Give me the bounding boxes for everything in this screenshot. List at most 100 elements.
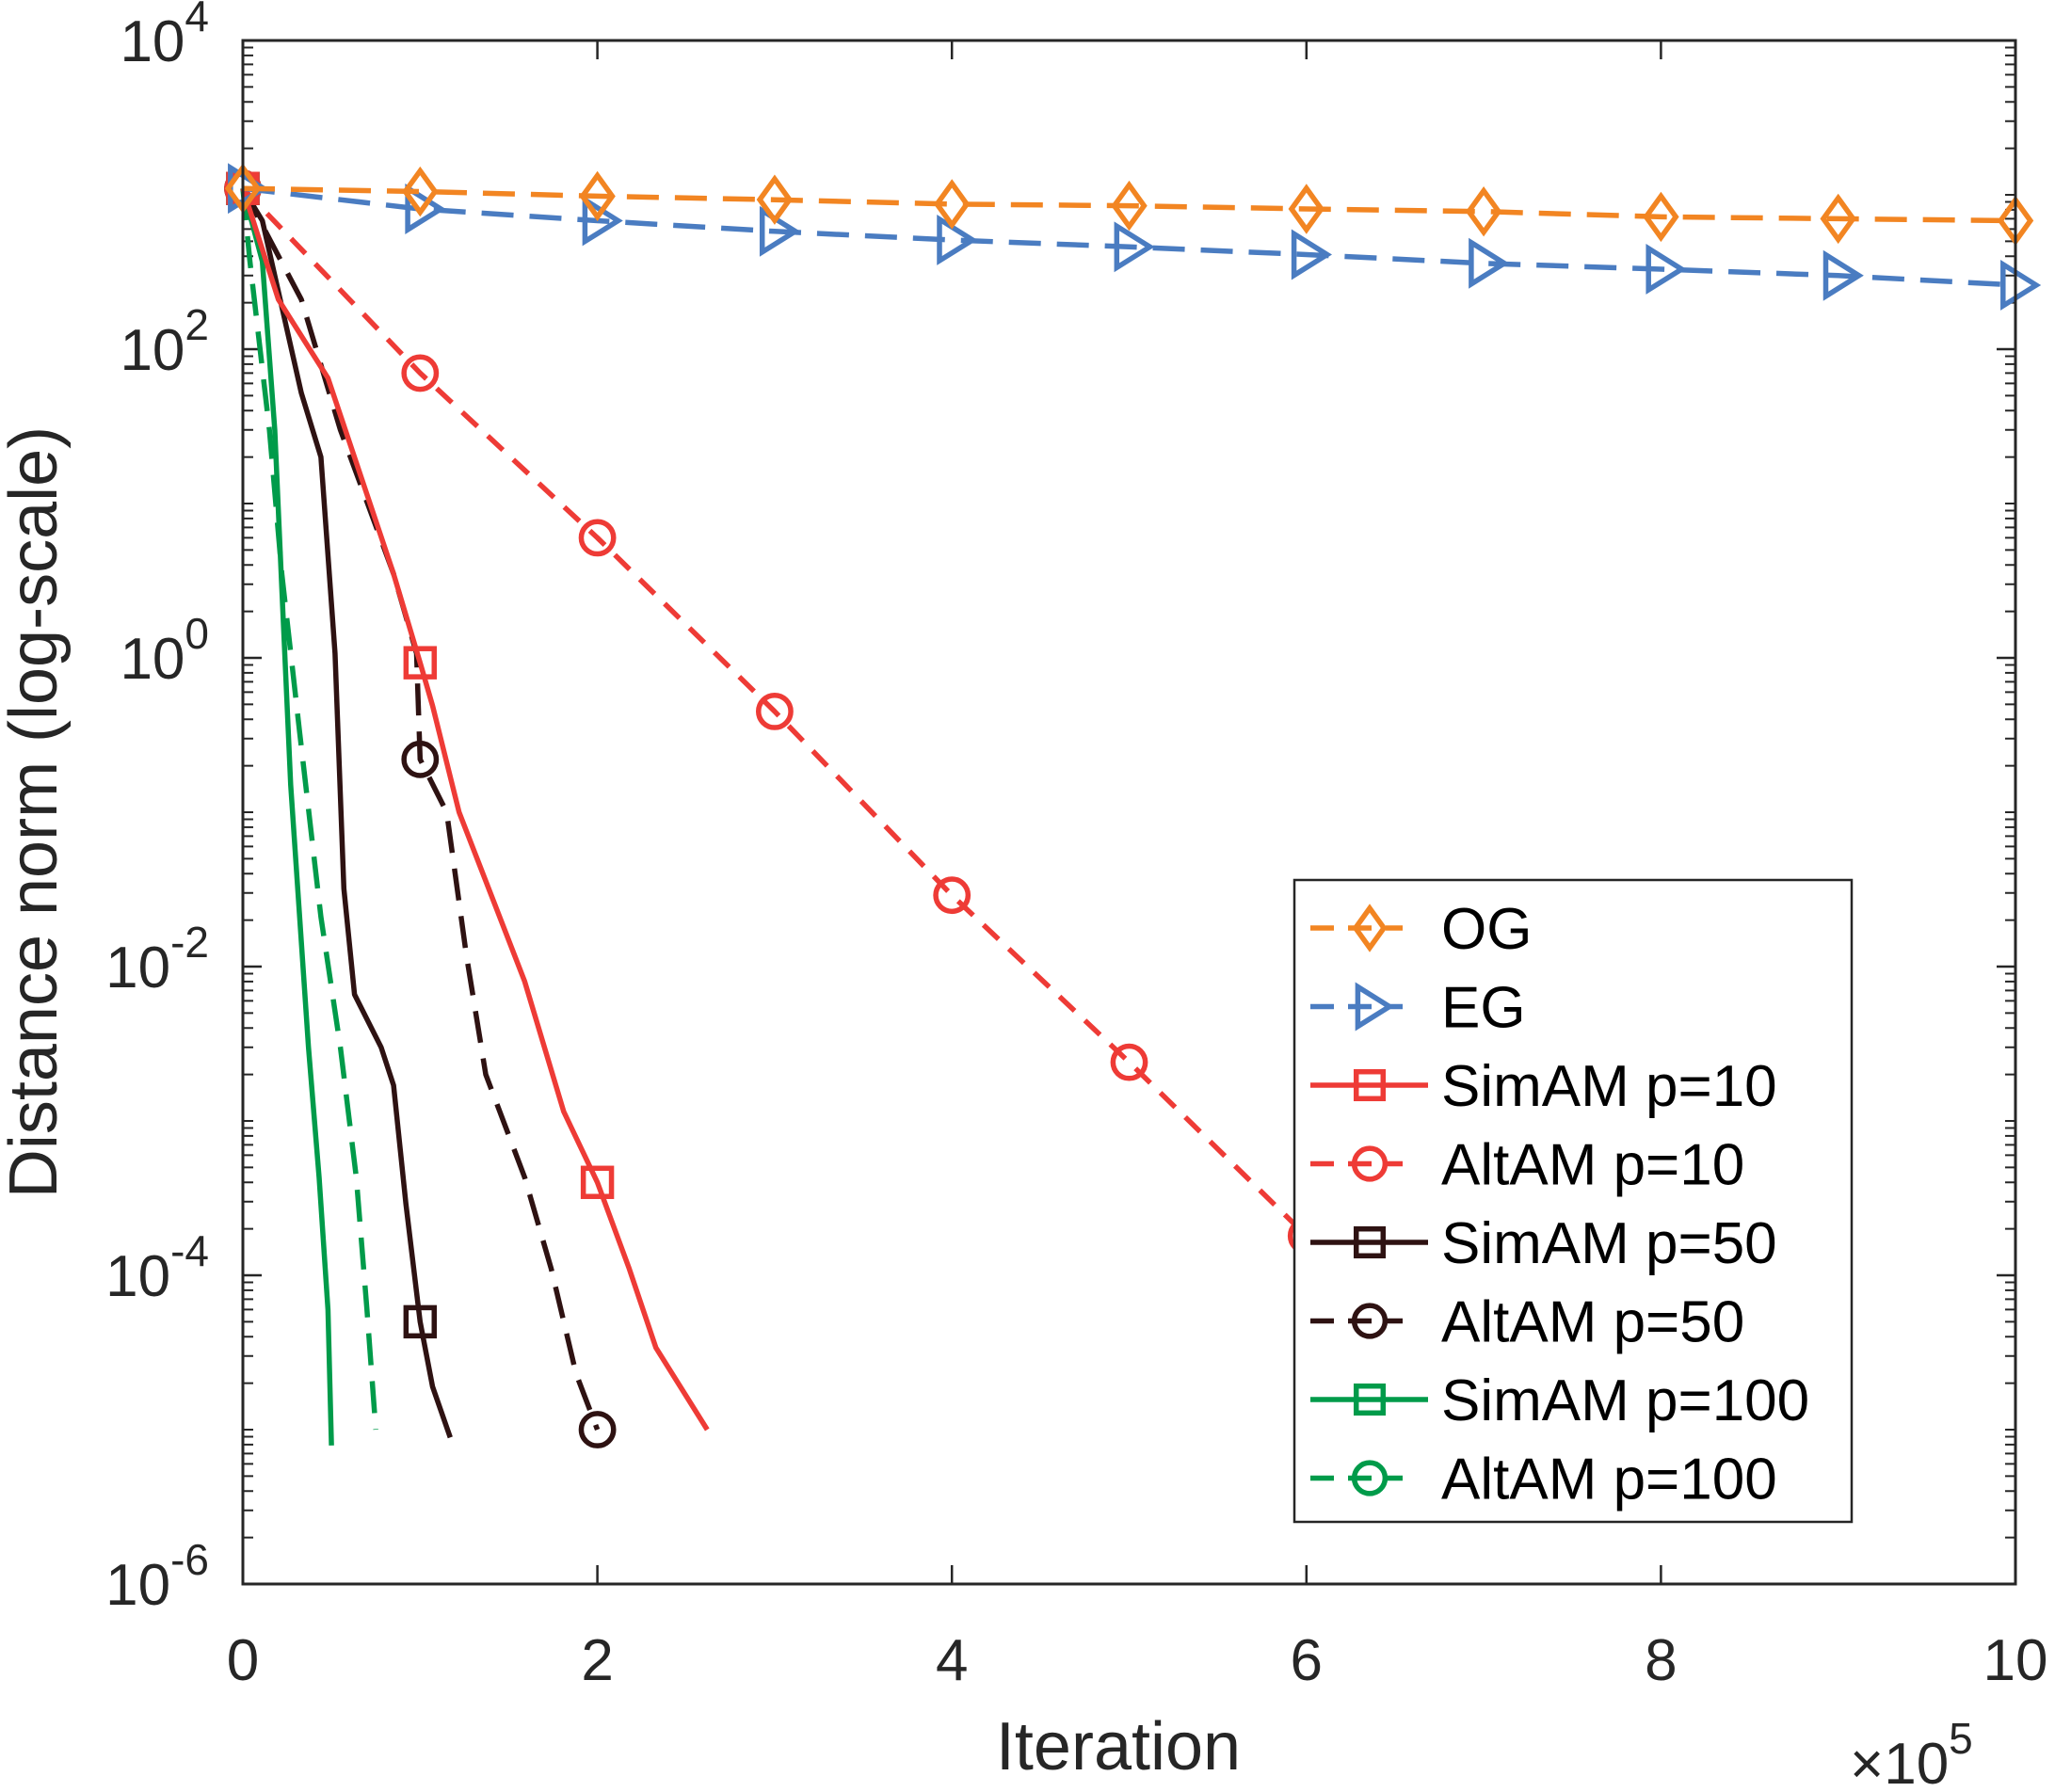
series-altam-p-100 (224, 169, 378, 1431)
square-marker (580, 1165, 615, 1199)
series-simam-p-50 (226, 171, 453, 1439)
x-axis-label: Iteration (996, 1709, 1241, 1784)
triangle-marker (2000, 259, 2042, 311)
series-line (240, 187, 334, 1446)
x-tick-label: 10 (1983, 1628, 2048, 1693)
series-layer (224, 163, 2042, 1448)
y-tick-exponent: 2 (185, 300, 209, 349)
square-marker (1353, 1383, 1387, 1416)
series-altam-p-50 (224, 169, 617, 1448)
series-line (240, 187, 710, 1432)
legend-item: AltAM p=100 (1310, 1448, 1777, 1512)
series-altam-p-10 (224, 169, 1325, 1256)
x-tick-labels: 0 2 4 6 8 10 (227, 1628, 2048, 1693)
legend-item: SimAM p=50 (1310, 1211, 1777, 1276)
circle-marker (755, 692, 794, 730)
circle-marker (401, 740, 440, 778)
legend-label: OG (1441, 897, 1532, 962)
series-line (242, 185, 2016, 224)
series-simam-p-10 (226, 171, 710, 1432)
y-tick-label: 104 (120, 0, 209, 74)
x-multiplier: ×105 (1850, 1714, 1973, 1792)
legend-box (1292, 878, 1854, 1524)
triangle-marker (1355, 982, 1395, 1032)
circle-marker (1351, 1303, 1389, 1339)
triangle-marker (1646, 244, 1687, 295)
legend-item: SimAM p=10 (1310, 1054, 1777, 1119)
circle-marker (1351, 1460, 1389, 1496)
legend-item: AltAM p=10 (1310, 1133, 1744, 1198)
triangle-marker (937, 214, 978, 265)
triangle-marker (759, 205, 801, 257)
legend: OG EG SimAM p=10 AltAM p=10 SimAM p=50 AltAM … (1292, 878, 1854, 1524)
x-tick-label: 6 (1291, 1628, 1323, 1693)
diamond-marker (1820, 193, 1856, 245)
circle-marker (578, 519, 617, 557)
y-tick-exponent: -4 (170, 1226, 209, 1275)
square-marker (403, 646, 438, 680)
diamond-marker (1643, 191, 1679, 243)
diamond-marker (402, 166, 439, 217)
legend-label: SimAM p=50 (1441, 1211, 1777, 1276)
series-line (241, 186, 1308, 1239)
series-line (240, 186, 453, 1439)
square-marker (403, 1304, 438, 1339)
x-tick-label: 8 (1645, 1628, 1677, 1693)
diamond-marker (1111, 180, 1148, 232)
circle-marker (1351, 1145, 1389, 1182)
y-tick-label: 100 (120, 609, 209, 692)
diamond-marker (1288, 184, 1325, 234)
circle-marker (401, 354, 440, 392)
x-tick-label: 0 (227, 1628, 259, 1693)
triangle-marker (405, 184, 446, 234)
diamond-marker (579, 170, 616, 222)
triangle-marker (1822, 249, 1864, 301)
triangle-marker (1469, 237, 1510, 289)
series-line (240, 187, 378, 1431)
circle-marker (578, 1411, 617, 1448)
plot-area-frame (241, 39, 2017, 1586)
y-tick-exponent: 0 (185, 609, 209, 658)
y-tick-base: 10 (105, 1244, 170, 1309)
diamond-marker (1352, 904, 1388, 952)
legend-label: SimAM p=100 (1441, 1368, 1809, 1433)
legend-label: AltAM p=100 (1441, 1448, 1777, 1512)
y-tick-label: 10-6 (105, 1535, 209, 1618)
y-tick-label: 102 (120, 300, 209, 383)
square-marker (1353, 1225, 1387, 1259)
legend-item: OG (1310, 897, 1532, 962)
diamond-marker (1465, 185, 1502, 237)
series-og (224, 163, 2034, 247)
triangle-marker (1291, 229, 1332, 280)
circle-marker (933, 876, 971, 915)
y-tick-base: 10 (120, 9, 185, 74)
legend-label: SimAM p=10 (1441, 1054, 1777, 1119)
y-axis-label: Distance norm (log-scale) (0, 426, 72, 1198)
y-tick-label: 10-2 (105, 918, 209, 1000)
y-tick-base: 10 (105, 936, 170, 1000)
legend-label: AltAM p=10 (1441, 1133, 1744, 1198)
x-multiplier-exponent: 5 (1949, 1714, 1973, 1763)
x-tick-label: 2 (581, 1628, 613, 1693)
legend-label: AltAM p=50 (1441, 1290, 1744, 1355)
y-tick-exponent: 4 (185, 0, 209, 40)
x-tick-label: 4 (936, 1628, 968, 1693)
series-line (240, 186, 601, 1431)
x-multiplier-base: ×10 (1850, 1732, 1949, 1792)
y-tick-base: 10 (120, 318, 185, 383)
series-line (242, 185, 2016, 288)
y-tick-exponent: -2 (170, 918, 209, 967)
legend-label: EG (1441, 976, 1526, 1041)
y-tick-exponent: -6 (170, 1535, 209, 1584)
legend-item: EG (1310, 976, 1526, 1041)
y-tick-base: 10 (105, 1553, 170, 1618)
y-tick-label: 10-4 (105, 1226, 209, 1309)
legend-item: AltAM p=50 (1310, 1290, 1744, 1355)
square-marker (1353, 1068, 1387, 1102)
circle-marker (1110, 1043, 1148, 1081)
legend-item: SimAM p=100 (1310, 1368, 1809, 1433)
diamond-marker (933, 179, 971, 230)
diamond-marker (756, 174, 794, 225)
